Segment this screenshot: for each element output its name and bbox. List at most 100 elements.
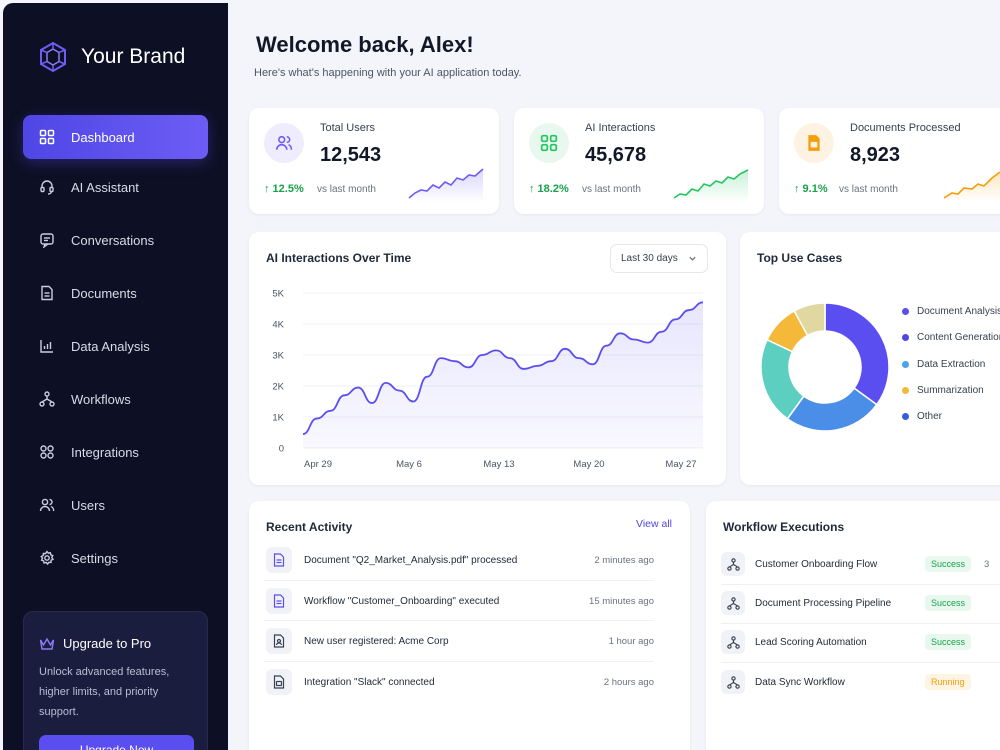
workflow-executions-card: Workflow Executions Customer Onboarding … bbox=[706, 501, 1000, 750]
activity-text: Integration "Slack" connected bbox=[304, 676, 435, 688]
sidebar-item-label: Integrations bbox=[71, 444, 139, 460]
status-badge: Success bbox=[925, 595, 972, 611]
sidebar-item-label: Users bbox=[71, 497, 105, 513]
y-tick-label: 3K bbox=[272, 351, 284, 362]
legend-item: Other bbox=[902, 411, 942, 422]
brand-logo-icon bbox=[40, 41, 66, 73]
date-range-dropdown[interactable]: Last 30 days bbox=[610, 244, 708, 273]
legend-label: Summarization bbox=[917, 385, 984, 396]
date-range-value: Last 30 days bbox=[621, 253, 678, 264]
integration-icon bbox=[266, 669, 292, 695]
stat-card-documents: Documents Processed 8,923 ↑ 9.1% vs last… bbox=[779, 108, 1000, 214]
legend-dot bbox=[902, 387, 909, 394]
sidebar-item-data-analysis[interactable]: Data Analysis bbox=[23, 324, 208, 368]
legend-dot bbox=[902, 308, 909, 315]
donut-slice[interactable] bbox=[824, 302, 890, 406]
page-subtitle: Here's what's happening with your AI app… bbox=[254, 67, 522, 79]
status-badge: Success bbox=[925, 556, 972, 572]
workflow-extra: 3 bbox=[984, 559, 990, 570]
sparkline-documents bbox=[944, 171, 1000, 202]
workflow-name: Lead Scoring Automation bbox=[755, 636, 867, 648]
stat-period: vs last month bbox=[839, 184, 898, 195]
divider bbox=[264, 620, 654, 621]
document-icon bbox=[794, 123, 834, 163]
activity-time: 1 hour ago bbox=[608, 635, 654, 647]
document-icon bbox=[266, 588, 292, 614]
y-tick-label: 4K bbox=[272, 320, 284, 331]
sidebar-item-users[interactable]: Users bbox=[23, 483, 208, 527]
user-doc-icon bbox=[266, 628, 292, 654]
activity-row[interactable]: Document "Q2_Market_Analysis.pdf" proces… bbox=[266, 540, 654, 580]
divider bbox=[264, 580, 654, 581]
sidebar-item-settings[interactable]: Settings bbox=[23, 536, 208, 580]
brand-name: Your Brand bbox=[81, 45, 186, 68]
sidebar-item-documents[interactable]: Documents bbox=[23, 271, 208, 315]
sidebar-item-ai-assistant[interactable]: AI Assistant bbox=[23, 165, 208, 209]
stat-value: 12,543 bbox=[320, 144, 382, 166]
upgrade-button[interactable]: Upgrade Now bbox=[39, 735, 194, 750]
legend-item: Content Generation bbox=[902, 332, 1000, 343]
stat-period: vs last month bbox=[582, 184, 641, 195]
activity-row[interactable]: Workflow "Customer_Onboarding" executed … bbox=[266, 581, 654, 621]
activity-row[interactable]: New user registered: Acme Corp 1 hour ag… bbox=[266, 621, 654, 661]
legend-label: Other bbox=[917, 411, 943, 422]
legend-item: Document Analysis bbox=[902, 306, 1000, 317]
series-line bbox=[302, 301, 704, 435]
stat-card-ai-interactions: AI Interactions 45,678 ↑ 18.2% vs last m… bbox=[514, 108, 764, 214]
grid-icon bbox=[529, 123, 569, 163]
activity-time: 2 hours ago bbox=[603, 676, 654, 688]
page-title: Welcome back, Alex! bbox=[256, 32, 474, 57]
workflow-row[interactable]: Document Processing Pipeline Success bbox=[721, 586, 1000, 620]
stat-change: ↑ 18.2% bbox=[529, 183, 569, 195]
sparkline-interactions bbox=[673, 169, 749, 202]
donut-slice[interactable] bbox=[793, 302, 826, 337]
sidebar-item-label: Documents bbox=[71, 285, 137, 301]
workflow-name: Data Sync Workflow bbox=[755, 676, 845, 688]
use-cases-card: Top Use Cases Document Analysis Content … bbox=[740, 232, 1000, 485]
stat-label: AI Interactions bbox=[585, 122, 656, 134]
sidebar-item-label: Data Analysis bbox=[71, 338, 150, 354]
stat-label: Documents Processed bbox=[850, 122, 961, 134]
sidebar-item-label: Settings bbox=[71, 550, 118, 566]
activity-row[interactable]: Integration "Slack" connected 2 hours ag… bbox=[266, 662, 654, 702]
divider bbox=[721, 662, 1000, 663]
status-badge: Running bbox=[925, 674, 971, 690]
upgrade-card: Upgrade to Pro Unlock advanced features,… bbox=[23, 611, 208, 750]
activity-text: Document "Q2_Market_Analysis.pdf" proces… bbox=[304, 554, 518, 566]
upgrade-title-text: Upgrade to Pro bbox=[63, 636, 152, 651]
document-icon bbox=[266, 547, 292, 573]
stat-value: 8,923 bbox=[850, 144, 901, 166]
stat-value: 45,678 bbox=[585, 144, 647, 166]
sidebar-item-dashboard[interactable]: Dashboard bbox=[23, 115, 208, 159]
view-all-link[interactable]: View all bbox=[636, 518, 672, 530]
recent-activity-card: Recent Activity View all Document "Q2_Ma… bbox=[249, 501, 690, 750]
workflow-icon bbox=[38, 390, 56, 408]
users-icon bbox=[264, 123, 304, 163]
sidebar-item-integrations[interactable]: Integrations bbox=[23, 430, 208, 474]
stat-period: vs last month bbox=[317, 184, 376, 195]
sidebar-item-workflows[interactable]: Workflows bbox=[23, 377, 208, 421]
y-tick-label: 0 bbox=[279, 444, 284, 455]
y-tick-label: 2K bbox=[272, 382, 284, 393]
sidebar-item-label: Dashboard bbox=[71, 129, 135, 145]
status-badge: Success bbox=[925, 634, 972, 650]
activity-time: 15 minutes ago bbox=[589, 595, 654, 607]
workflow-row[interactable]: Customer Onboarding Flow Success bbox=[721, 547, 1000, 581]
sidebar-item-label: Conversations bbox=[71, 232, 155, 248]
use-cases-title: Top Use Cases bbox=[757, 251, 843, 265]
interactions-line-chart: 5K 4K 3K 2K 1K 0 Apr 29 May 6 May 13 May 20 May 27 bbox=[272, 289, 704, 470]
x-tick-label: May 13 bbox=[483, 459, 514, 470]
workflow-icon bbox=[721, 670, 745, 694]
workflow-title: Workflow Executions bbox=[723, 520, 845, 534]
workflow-row[interactable]: Data Sync Workflow Running bbox=[721, 665, 1000, 699]
workflow-row[interactable]: Lead Scoring Automation Success bbox=[721, 625, 1000, 659]
area-fill bbox=[303, 302, 703, 448]
sidebar-item-label: Workflows bbox=[71, 391, 131, 407]
workflow-name: Document Processing Pipeline bbox=[755, 597, 892, 609]
x-tick-label: May 20 bbox=[573, 459, 604, 470]
grid-icon bbox=[38, 128, 56, 146]
sidebar-item-conversations[interactable]: Conversations bbox=[23, 218, 208, 262]
users-icon bbox=[38, 496, 56, 514]
y-tick-label: 1K bbox=[272, 413, 284, 424]
brand[interactable]: Your Brand bbox=[37, 41, 185, 73]
